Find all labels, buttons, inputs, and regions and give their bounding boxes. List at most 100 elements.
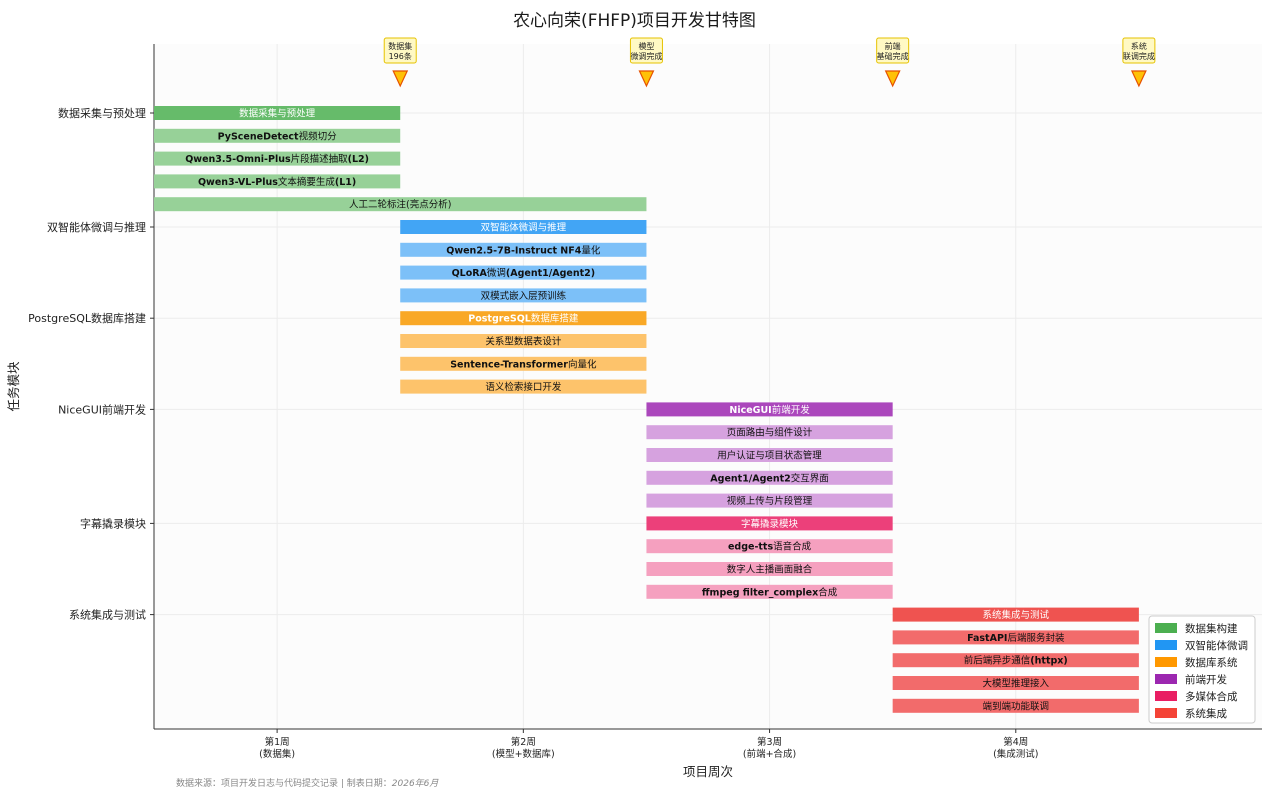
y-tick-label: 双智能体微调与推理 [47, 220, 146, 234]
task-bar [646, 470, 893, 485]
task-label: Qwen3-VL-Plus文本摘要生成(L1) [198, 176, 356, 188]
task-bar [892, 698, 1139, 713]
milestone-box [383, 37, 417, 64]
legend-swatch [1155, 691, 1177, 701]
legend-swatch [1155, 674, 1177, 684]
task-bar [646, 562, 893, 576]
task-bar [646, 448, 893, 462]
task-label: PySceneDetect视频切分 [218, 130, 337, 142]
task-label: 字幕撬录模块 [741, 518, 799, 530]
task-bar [892, 676, 1139, 690]
task-label: 用户认证与项目状态管理 [717, 450, 822, 462]
legend-label: 数据集构建 [1185, 622, 1238, 635]
milestone-label: 微调完成 [630, 51, 662, 61]
x-tick-label: 第4周 [1003, 736, 1028, 748]
task-label: 语义检索接口开发 [485, 381, 562, 393]
footnote-source: 数据来源：项目开发日志与代码提交记录 | 制表日期： [176, 779, 392, 789]
task-label: 前后端异步通信(httpx) [964, 655, 1068, 667]
legend-label: 数据库系统 [1185, 656, 1238, 669]
y-tick-label: 系统集成与测试 [69, 608, 146, 622]
milestone-box [876, 37, 910, 64]
milestone-marker [392, 70, 409, 88]
task-bar [154, 174, 401, 189]
task-bar [646, 402, 893, 417]
y-axis-title: 任务模块 [6, 361, 21, 412]
task-bar [400, 356, 647, 371]
task-label: 双模式嵌入层预训练 [481, 290, 567, 302]
task-label: FastAPI后端服务封装 [967, 632, 1065, 644]
task-label: 数字人主播画面融合 [727, 564, 813, 576]
x-tick-sublabel: (前端+合成) [743, 748, 796, 760]
legend-label: 双智能体微调 [1185, 639, 1248, 652]
milestone-marker [638, 70, 655, 88]
legend-swatch [1155, 623, 1177, 633]
legend-swatch [1155, 708, 1177, 718]
task-label: 页面路由与组件设计 [727, 427, 813, 439]
task-label: ffmpeg filter_complex合成 [702, 586, 838, 598]
task-bar [400, 288, 647, 303]
x-tick-sublabel: (模型+数据库) [492, 748, 555, 760]
milestone-label: 196条 [389, 51, 412, 61]
y-tick-label: NiceGUI前端开发 [58, 402, 146, 416]
milestone-label: 联调完成 [1123, 51, 1155, 61]
milestone-marker [1130, 70, 1147, 88]
task-label: Qwen2.5-7B-Instruct NF4量化 [446, 244, 601, 256]
task-label: Qwen3.5-Omni-Plus片段描述抽取(L2) [185, 153, 369, 165]
task-label: 视频上传与片段管理 [727, 495, 813, 507]
task-bar [400, 311, 647, 326]
milestone-label: 前端 [885, 41, 901, 51]
x-tick-sublabel: (集成测试) [993, 748, 1038, 760]
footnote: 数据来源：项目开发日志与代码提交记录 | 制表日期：2026年6月 [176, 776, 438, 789]
milestone-label: 数据集 [388, 41, 412, 51]
milestone-label: 模型 [638, 41, 654, 51]
legend-label: 前端开发 [1185, 673, 1227, 686]
task-label: 双智能体微调与推理 [481, 222, 567, 234]
task-label: NiceGUI前端开发 [729, 404, 810, 416]
milestone-box [1122, 37, 1156, 64]
task-label: Agent1/Agent2交互界面 [710, 472, 829, 484]
x-tick-label: 第2周 [511, 736, 536, 748]
task-label: 关系型数据表设计 [485, 336, 562, 348]
task-bar [646, 584, 893, 599]
y-tick-label: 数据采集与预处理 [58, 106, 146, 120]
task-bar [892, 630, 1139, 645]
footnote-date: 2026年6月 [391, 779, 439, 789]
task-bar [400, 220, 647, 234]
x-tick-sublabel: (数据集) [259, 748, 295, 760]
task-label: 人工二轮标注(亮点分析) [349, 199, 451, 211]
legend-label: 多媒体合成 [1185, 690, 1238, 703]
task-label: edge-tts语音合成 [728, 541, 812, 553]
milestone-box [629, 37, 663, 64]
task-label: PostgreSQL数据库搭建 [468, 313, 579, 325]
task-bar [400, 334, 647, 348]
task-bar [646, 516, 893, 531]
milestone-label: 系统 [1131, 41, 1147, 51]
legend-swatch [1155, 640, 1177, 650]
task-label: Sentence-Transformer向量化 [450, 358, 597, 370]
task-label: 数据采集与预处理 [239, 108, 316, 120]
task-bar [646, 539, 893, 554]
task-bar [154, 128, 401, 143]
task-bar [154, 151, 401, 166]
task-bar [892, 653, 1139, 668]
milestone-label: 基础完成 [877, 51, 909, 61]
task-label: QLoRA微调(Agent1/Agent2) [452, 267, 596, 279]
task-bar [400, 379, 647, 394]
y-tick-label: PostgreSQL数据库搭建 [28, 311, 146, 325]
legend-swatch [1155, 657, 1177, 667]
legend-label: 系统集成 [1185, 707, 1227, 720]
x-tick-label: 第1周 [265, 736, 290, 748]
task-bar [400, 265, 647, 280]
chart-title: 农心向荣(FHFP)项目开发甘特图 [513, 11, 756, 31]
task-bar [892, 607, 1139, 622]
task-bar [154, 197, 647, 212]
task-bar [646, 493, 893, 508]
task-label: 端到端功能联调 [983, 700, 1050, 712]
task-label: 大模型推理接入 [983, 678, 1050, 690]
task-bar [400, 242, 647, 257]
task-bar [154, 106, 401, 120]
plot-area [154, 44, 1262, 729]
x-tick-label: 第3周 [757, 736, 782, 748]
milestone-marker [884, 70, 901, 88]
